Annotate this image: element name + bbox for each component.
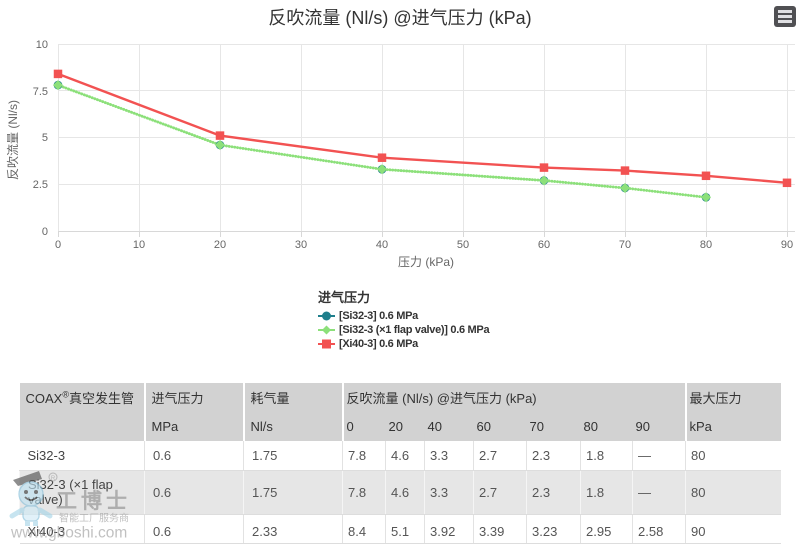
svg-text:0: 0 (42, 226, 48, 238)
svg-text:工博士: 工博士 (56, 489, 131, 513)
svg-text:10: 10 (133, 239, 145, 251)
svg-text:2.5: 2.5 (33, 179, 48, 191)
svg-text:80: 80 (700, 239, 712, 251)
svg-text:10: 10 (36, 39, 48, 51)
svg-text:30: 30 (295, 239, 307, 251)
svg-text:5: 5 (42, 132, 48, 144)
svg-text:反吹流量 (Nl/s): 反吹流量 (Nl/s) (6, 100, 20, 180)
svg-text:R: R (51, 476, 56, 482)
svg-text:0: 0 (55, 239, 61, 251)
svg-text:50: 50 (457, 239, 469, 251)
svg-text:智能工厂服务商: 智能工厂服务商 (59, 512, 129, 525)
svg-text:40: 40 (376, 239, 388, 251)
svg-text:www.gboshi.com: www.gboshi.com (10, 525, 127, 542)
svg-text:60: 60 (538, 239, 550, 251)
svg-text:压力 (kPa): 压力 (kPa) (398, 255, 454, 269)
svg-text:20: 20 (214, 239, 226, 251)
svg-text:7.5: 7.5 (33, 86, 48, 98)
svg-text:70: 70 (619, 239, 631, 251)
svg-text:90: 90 (781, 239, 793, 251)
